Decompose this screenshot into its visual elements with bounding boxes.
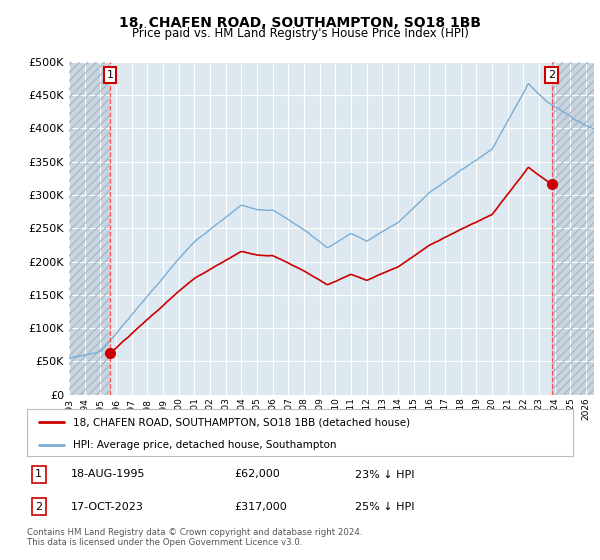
Text: 1: 1 (107, 70, 114, 80)
Bar (551, 62, 594, 395)
Text: 23% ↓ HPI: 23% ↓ HPI (355, 469, 414, 479)
Text: HPI: Average price, detached house, Southampton: HPI: Average price, detached house, Sout… (73, 440, 337, 450)
Text: 2: 2 (35, 502, 43, 512)
Text: 1: 1 (35, 469, 42, 479)
Text: 18, CHAFEN ROAD, SOUTHAMPTON, SO18 1BB (detached house): 18, CHAFEN ROAD, SOUTHAMPTON, SO18 1BB (… (73, 417, 410, 427)
Bar (69, 62, 110, 395)
Text: Price paid vs. HM Land Registry's House Price Index (HPI): Price paid vs. HM Land Registry's House … (131, 27, 469, 40)
Text: 17-OCT-2023: 17-OCT-2023 (71, 502, 143, 512)
Bar (551, 62, 594, 395)
Text: 2: 2 (548, 70, 555, 80)
Text: Contains HM Land Registry data © Crown copyright and database right 2024.
This d: Contains HM Land Registry data © Crown c… (27, 528, 362, 548)
Text: £317,000: £317,000 (235, 502, 287, 512)
Text: 25% ↓ HPI: 25% ↓ HPI (355, 502, 414, 512)
Bar (69, 62, 110, 395)
Text: 18-AUG-1995: 18-AUG-1995 (71, 469, 145, 479)
Text: £62,000: £62,000 (235, 469, 280, 479)
Text: 18, CHAFEN ROAD, SOUTHAMPTON, SO18 1BB: 18, CHAFEN ROAD, SOUTHAMPTON, SO18 1BB (119, 16, 481, 30)
